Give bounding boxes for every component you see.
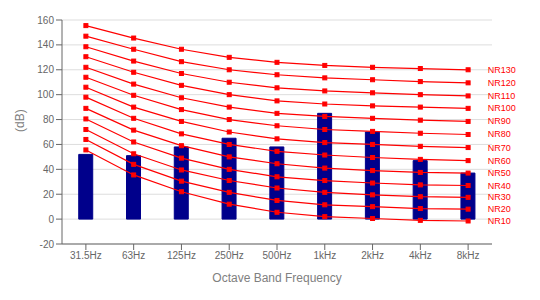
svg-text:NR10: NR10: [488, 216, 511, 226]
svg-text:NR70: NR70: [488, 143, 511, 153]
svg-text:80: 80: [43, 114, 55, 125]
svg-text:63Hz: 63Hz: [122, 250, 145, 261]
svg-text:4kHz: 4kHz: [409, 250, 432, 261]
svg-text:60: 60: [43, 139, 55, 150]
svg-text:140: 140: [37, 39, 54, 50]
svg-text:1kHz: 1kHz: [313, 250, 336, 261]
svg-text:100: 100: [37, 89, 54, 100]
svg-text:NR90: NR90: [488, 116, 511, 126]
svg-text:-20: -20: [40, 239, 55, 250]
svg-text:NR20: NR20: [488, 204, 511, 214]
svg-text:NR40: NR40: [488, 181, 511, 191]
svg-text:NR120: NR120: [488, 78, 516, 88]
svg-text:NR130: NR130: [488, 65, 516, 75]
svg-text:250Hz: 250Hz: [215, 250, 244, 261]
svg-text:2kHz: 2kHz: [361, 250, 384, 261]
svg-text:(dB): (dB): [13, 109, 27, 132]
svg-text:120: 120: [37, 64, 54, 75]
svg-text:8kHz: 8kHz: [457, 250, 480, 261]
svg-text:NR80: NR80: [488, 129, 511, 139]
svg-text:20: 20: [43, 189, 55, 200]
svg-text:NR100: NR100: [488, 103, 516, 113]
svg-text:125Hz: 125Hz: [167, 250, 196, 261]
svg-text:Octave Band Frequency: Octave Band Frequency: [212, 271, 341, 285]
svg-text:160: 160: [37, 15, 54, 26]
svg-text:NR30: NR30: [488, 192, 511, 202]
svg-text:0: 0: [48, 214, 54, 225]
svg-text:40: 40: [43, 164, 55, 175]
svg-text:31.5Hz: 31.5Hz: [70, 250, 102, 261]
svg-text:NR50: NR50: [488, 168, 511, 178]
svg-text:500Hz: 500Hz: [263, 250, 292, 261]
svg-text:NR60: NR60: [488, 156, 511, 166]
svg-text:NR110: NR110: [488, 91, 515, 101]
